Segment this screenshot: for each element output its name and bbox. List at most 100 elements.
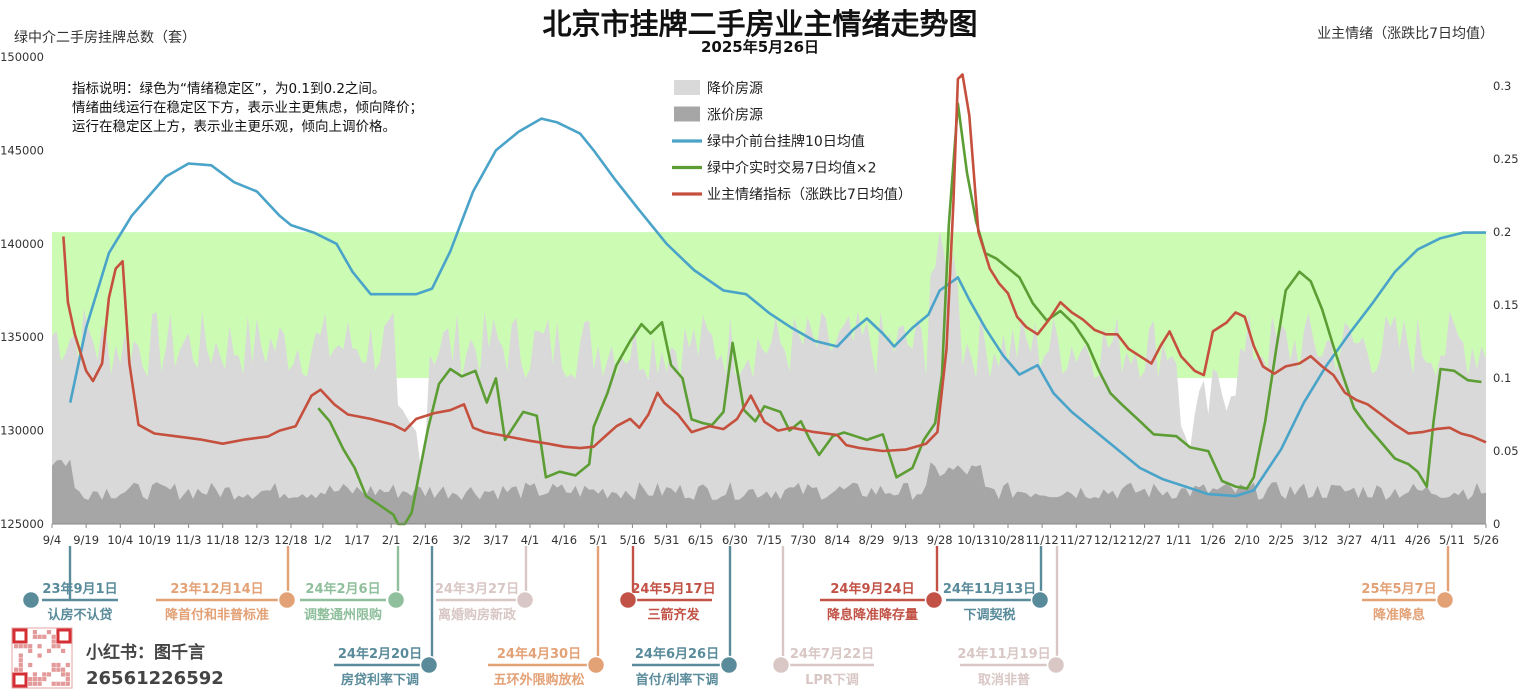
legend-label: 绿中介实时交易7日均值×2 (707, 160, 877, 177)
event-dot (1046, 655, 1066, 675)
series-line-3 (62, 73, 1487, 453)
x-axis-ticks: 9/4 9/19 10/4 10/19 11/3 11/18 12/3 12/18 1/2 1/1… (43, 524, 1499, 547)
qr-cell (61, 648, 66, 653)
legend-label: 降价房源 (707, 81, 763, 97)
x-tick-label: 1/2 (314, 533, 333, 547)
price-down-area (52, 230, 1486, 524)
x-tick-label: 4/11 (1371, 533, 1397, 547)
x-tick-label: 2/10 (1234, 533, 1260, 547)
event-date: 24年2月20日 (338, 646, 422, 662)
event-desc: 三箭齐发 (647, 607, 700, 623)
qr-finder (12, 672, 28, 688)
qr-cell (65, 672, 70, 677)
event-date: 24年7月22日 (790, 646, 874, 662)
event-date: 23年9月1日 (42, 581, 117, 597)
y-right-axis-ticks: 0 0.05 0.1 0.15 0.2 0.25 0.3 (1493, 79, 1518, 531)
event-desc: LPR下调 (805, 673, 859, 688)
qr-cell (42, 677, 47, 682)
y-right-tick-label: 0.3 (1493, 79, 1511, 93)
x-tick-label: 12/27 (1128, 533, 1161, 547)
event-date: 24年9月24日 (830, 581, 914, 597)
event-desc: 房贷利率下调 (341, 672, 419, 688)
x-tick-label: 5/1 (589, 533, 608, 547)
qr-cell (51, 644, 56, 649)
x-tick-label: 5/26 (1473, 533, 1499, 547)
event-date: 24年5月17日 (631, 581, 715, 597)
x-tick-label: 12/3 (244, 533, 270, 547)
event-date: 24年3月27日 (435, 581, 519, 597)
x-tick-label: 3/27 (1337, 533, 1363, 547)
qr-cell (37, 653, 42, 658)
event-date: 24年2月6日 (305, 581, 380, 597)
series-line-2 (317, 102, 1482, 526)
x-tick-label: 5/31 (654, 533, 680, 547)
qr-cell (51, 662, 56, 668)
event-date: 24年6月26日 (635, 646, 719, 662)
x-tick-label: 11/18 (206, 533, 239, 547)
x-tick-label: 10/19 (138, 533, 171, 547)
event-desc: 调整通州限购 (304, 607, 382, 623)
event-dot (277, 590, 297, 610)
y-left-tick-label: 140000 (0, 237, 44, 251)
qr-cell (32, 681, 37, 686)
footer: 小红书：图千言 26561226592 (11, 627, 224, 689)
x-tick-label: 12/18 (274, 533, 307, 547)
event-dot (719, 655, 739, 675)
x-tick-label: 7/30 (790, 533, 816, 547)
x-tick-label: 2/16 (412, 533, 438, 547)
qr-cell (51, 634, 56, 639)
price-up-area-shape (52, 459, 1486, 524)
event-dot (771, 655, 791, 675)
y-right-tick-label: 0.25 (1493, 152, 1518, 166)
qr-cell (28, 644, 33, 649)
x-tick-label: 8/29 (859, 533, 885, 547)
qr-cell (56, 681, 61, 686)
price-up-area (52, 459, 1486, 524)
note-line: 指标说明：绿色为“情绪稳定区”，为0.1到0.2之间。 (72, 80, 385, 97)
qr-cell (65, 677, 70, 682)
legend-swatch (674, 80, 700, 95)
x-tick-label: 1/26 (1200, 533, 1226, 547)
qr-cell (23, 644, 28, 649)
event-dot (386, 590, 406, 610)
event-desc: 五环外限购放松 (493, 672, 584, 688)
qr-code-icon (11, 627, 73, 689)
qr-cell (61, 681, 66, 686)
event-dot (618, 590, 638, 610)
legend-label: 绿中介前台挂牌10日均值 (707, 133, 865, 150)
event-desc: 首付/利率下调 (636, 672, 719, 688)
event-date: 24年11月13日 (943, 581, 1036, 597)
event-desc: 降准降息 (1373, 607, 1425, 623)
y-left-tick-label: 135000 (0, 330, 44, 344)
x-tick-label: 1/11 (1166, 533, 1192, 547)
qr-cell (56, 667, 61, 672)
y-left-tick-label: 145000 (0, 143, 44, 157)
y-right-axis-label: 业主情绪（涨跌比7日均值） (1317, 26, 1494, 42)
qr-cell (37, 644, 42, 649)
account-id: 26561226592 (86, 668, 224, 689)
y-right-tick-label: 0.05 (1493, 444, 1518, 458)
chart-title: 北京市挂牌二手房业主情绪走势图 (542, 7, 977, 41)
qr-cell (28, 677, 33, 682)
x-tick-label: 4/1 (521, 533, 540, 547)
x-tick-label: 6/15 (688, 533, 714, 547)
qr-cell (18, 662, 23, 668)
qr-cell (42, 634, 47, 639)
event-date: 25年5月7日 (1361, 581, 1436, 597)
qr-cell (56, 644, 61, 649)
x-tick-label: 3/17 (483, 533, 509, 547)
event-date: 24年11月19日 (957, 646, 1050, 662)
x-tick-label: 4/26 (1405, 533, 1431, 547)
x-tick-label: 11/3 (176, 533, 202, 547)
x-tick-label: 9/13 (893, 533, 919, 547)
qr-cell (65, 681, 70, 686)
qr-cell (46, 648, 52, 653)
event-dot (924, 590, 944, 610)
series-line-1 (68, 117, 1486, 498)
x-tick-label: 10/13 (957, 533, 990, 547)
qr-cell (56, 662, 61, 668)
qr-cell (65, 662, 70, 668)
event-dot (1435, 590, 1455, 610)
